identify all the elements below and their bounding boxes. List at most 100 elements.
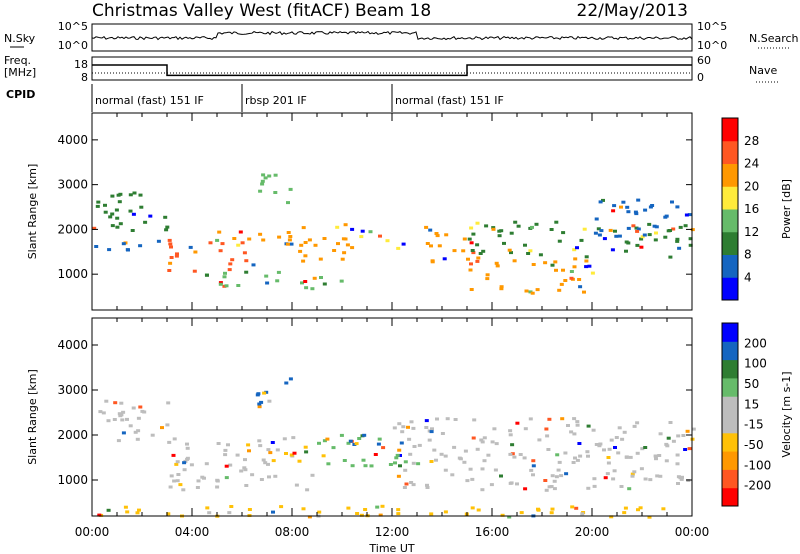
data-cell xyxy=(582,290,586,294)
data-cell xyxy=(287,238,292,242)
data-cell xyxy=(242,466,247,470)
data-cell xyxy=(522,456,527,460)
data-cell xyxy=(639,237,644,241)
data-cell xyxy=(288,377,293,381)
data-cell xyxy=(585,450,590,454)
data-cell xyxy=(403,468,408,472)
data-cell xyxy=(494,442,499,446)
colorbar-frame xyxy=(721,117,739,301)
data-cell xyxy=(192,269,197,273)
data-cell xyxy=(602,448,606,452)
data-cell xyxy=(377,437,382,441)
data-cell xyxy=(429,244,433,248)
data-cell xyxy=(635,421,640,425)
data-cell xyxy=(258,189,263,193)
data-cell xyxy=(396,474,401,478)
data-cell xyxy=(411,426,416,430)
data-cell xyxy=(603,476,608,480)
data-cell xyxy=(633,210,638,214)
data-cell xyxy=(172,437,177,441)
colorbar-segment xyxy=(722,469,738,489)
data-cell xyxy=(257,439,262,443)
data-cell xyxy=(632,424,637,428)
data-cell xyxy=(559,474,564,478)
data-cell xyxy=(222,275,227,279)
data-cell xyxy=(528,417,533,421)
data-cell xyxy=(222,284,227,288)
data-cell xyxy=(110,212,115,216)
data-cell xyxy=(442,257,447,261)
data-cell xyxy=(492,427,497,431)
data-cell xyxy=(218,281,223,285)
data-cell xyxy=(394,456,399,460)
data-cell xyxy=(342,251,347,255)
data-cell xyxy=(289,242,294,246)
data-cell xyxy=(675,239,680,243)
colorbar-segment xyxy=(722,359,738,379)
data-cell xyxy=(243,458,247,462)
data-cell xyxy=(368,230,373,234)
data-cell xyxy=(476,508,481,512)
data-cell xyxy=(164,228,169,232)
data-cell xyxy=(264,274,269,278)
data-cell xyxy=(228,262,233,266)
data-cell xyxy=(592,477,597,481)
data-cell xyxy=(435,234,440,238)
data-cell xyxy=(665,444,670,448)
data-cell xyxy=(626,210,631,214)
data-cell xyxy=(563,451,568,455)
y-axis-label: Slant Range [km] xyxy=(26,369,39,465)
nave-label: Nave xyxy=(749,64,777,77)
data-cell xyxy=(282,437,287,441)
data-cell xyxy=(215,478,220,482)
data-cell xyxy=(617,426,622,430)
data-cell xyxy=(289,453,294,457)
data-cell xyxy=(586,486,591,490)
data-cell xyxy=(536,508,541,512)
colorbar-segment xyxy=(722,396,738,415)
data-cell xyxy=(523,427,528,431)
data-cell xyxy=(611,477,616,481)
data-cell xyxy=(574,506,579,510)
data-cell xyxy=(117,412,122,416)
data-cell xyxy=(167,269,172,272)
data-cell xyxy=(664,214,669,218)
data-cell xyxy=(171,453,176,457)
data-cell xyxy=(343,223,348,227)
data-cell xyxy=(661,507,666,511)
y-tick-label: 3000 xyxy=(57,178,88,192)
data-cell xyxy=(207,511,212,515)
data-cell xyxy=(239,469,244,473)
data-cell xyxy=(452,445,457,449)
data-cell xyxy=(397,448,402,452)
data-cell xyxy=(619,485,624,488)
data-cell xyxy=(599,229,604,233)
data-cell xyxy=(531,464,536,468)
data-cell xyxy=(528,249,533,253)
x-tick-label: 12:00 xyxy=(375,525,410,539)
data-cell xyxy=(519,511,524,515)
data-cell xyxy=(359,513,364,517)
data-cell xyxy=(508,429,513,433)
data-cell xyxy=(653,454,658,458)
data-cell xyxy=(378,513,383,517)
data-cell xyxy=(529,468,534,472)
y-tick-label: 4000 xyxy=(57,133,88,147)
data-cell xyxy=(572,265,577,269)
nave-tick: 60 xyxy=(697,54,711,67)
data-cell xyxy=(439,452,444,456)
data-cell xyxy=(552,487,557,491)
data-cell xyxy=(373,453,378,456)
data-cell xyxy=(165,225,170,229)
data-cell xyxy=(398,454,402,457)
data-cell xyxy=(450,473,455,477)
data-cell xyxy=(185,446,190,450)
colorbar-tick-label: 4 xyxy=(744,270,752,284)
data-cell xyxy=(549,228,554,231)
data-cell xyxy=(175,479,180,483)
data-cell xyxy=(148,214,153,218)
freq-label: Freq. xyxy=(4,54,31,67)
colorbar-tick-label: 200 xyxy=(744,336,767,350)
data-cell xyxy=(181,488,186,492)
data-cell xyxy=(271,510,275,514)
